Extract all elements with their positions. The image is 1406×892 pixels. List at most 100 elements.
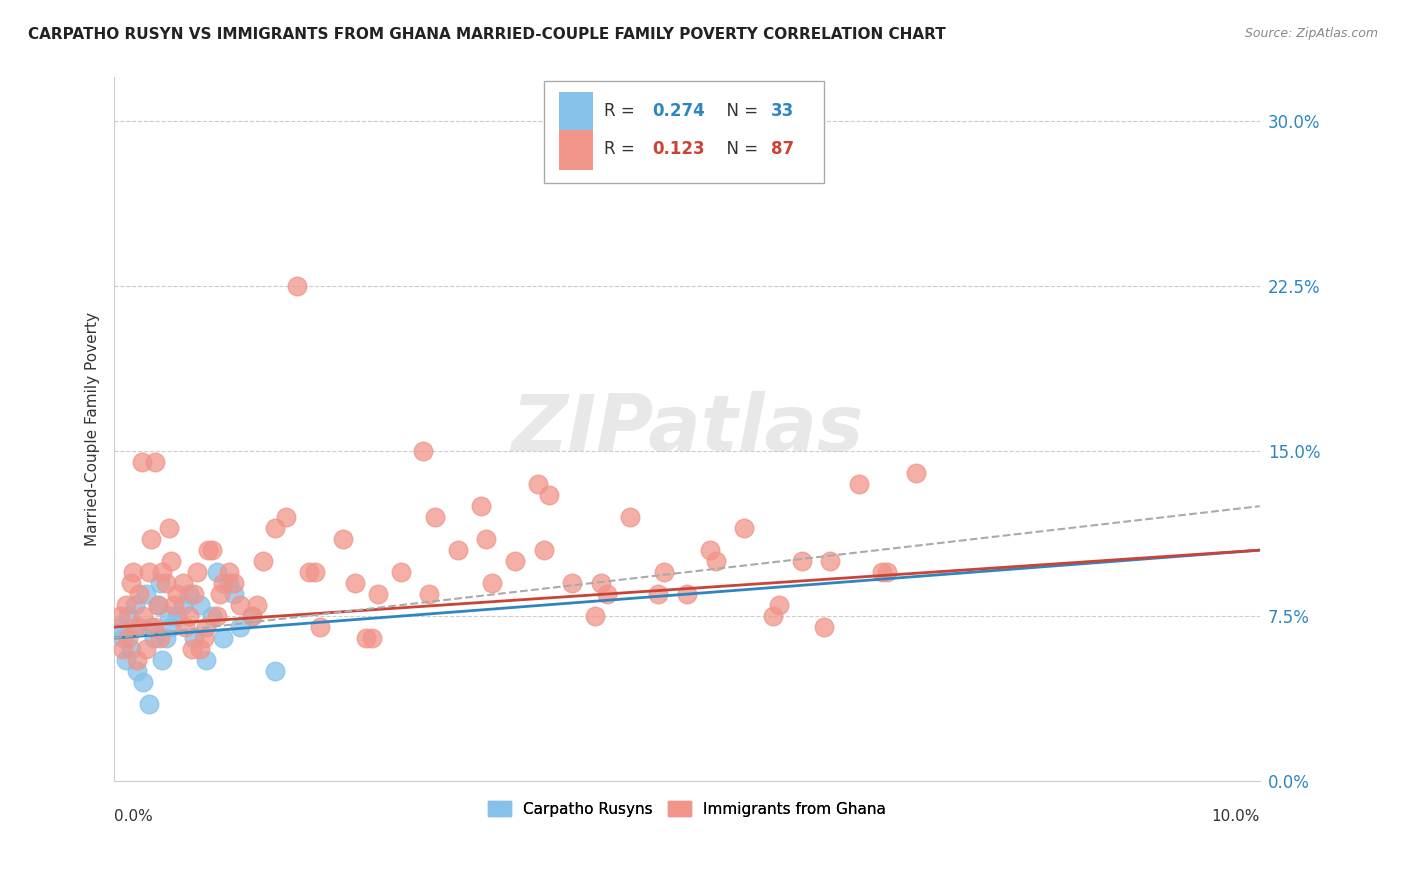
Point bbox=[128, 587, 150, 601]
Point bbox=[207, 609, 229, 624]
Point bbox=[274, 510, 297, 524]
Text: R =: R = bbox=[605, 140, 641, 159]
Point bbox=[194, 653, 217, 667]
Text: N =: N = bbox=[716, 103, 763, 120]
Point bbox=[138, 565, 160, 579]
Bar bbox=[558, 129, 593, 170]
Point bbox=[166, 587, 188, 601]
Point bbox=[146, 598, 169, 612]
Point bbox=[108, 609, 131, 624]
Point bbox=[538, 488, 561, 502]
Point bbox=[188, 642, 211, 657]
Point bbox=[561, 576, 583, 591]
Point bbox=[177, 609, 200, 624]
Point bbox=[174, 620, 197, 634]
Point bbox=[138, 697, 160, 711]
Point bbox=[652, 565, 675, 579]
Point bbox=[790, 554, 813, 568]
Point bbox=[298, 565, 321, 579]
Point bbox=[704, 554, 727, 568]
Point bbox=[229, 620, 252, 634]
Point bbox=[135, 587, 157, 601]
Point bbox=[699, 543, 721, 558]
Point bbox=[240, 609, 263, 624]
Point bbox=[207, 565, 229, 579]
Point bbox=[200, 543, 222, 558]
FancyBboxPatch shape bbox=[544, 81, 824, 183]
Point bbox=[818, 554, 841, 568]
Point bbox=[475, 532, 498, 546]
Point bbox=[155, 631, 177, 645]
Point bbox=[155, 576, 177, 591]
Point bbox=[647, 587, 669, 601]
Point bbox=[117, 609, 139, 624]
Point bbox=[132, 675, 155, 690]
Point bbox=[418, 587, 440, 601]
Point bbox=[870, 565, 893, 579]
Point bbox=[229, 598, 252, 612]
Point bbox=[619, 510, 641, 524]
Point bbox=[361, 631, 384, 645]
Point bbox=[481, 576, 503, 591]
Point bbox=[120, 576, 142, 591]
Point bbox=[139, 532, 162, 546]
Point bbox=[533, 543, 555, 558]
Point bbox=[157, 521, 180, 535]
Point bbox=[367, 587, 389, 601]
Point bbox=[114, 653, 136, 667]
Legend: Carpatho Rusyns, Immigrants from Ghana: Carpatho Rusyns, Immigrants from Ghana bbox=[482, 795, 891, 822]
Point bbox=[120, 642, 142, 657]
Point bbox=[240, 609, 263, 624]
Point bbox=[212, 631, 235, 645]
Point bbox=[589, 576, 612, 591]
Y-axis label: Married-Couple Family Poverty: Married-Couple Family Poverty bbox=[86, 312, 100, 546]
Text: N =: N = bbox=[716, 140, 763, 159]
Point bbox=[194, 620, 217, 634]
Point bbox=[146, 598, 169, 612]
Point bbox=[172, 576, 194, 591]
Point bbox=[186, 565, 208, 579]
Point bbox=[117, 631, 139, 645]
Point bbox=[139, 620, 162, 634]
Point bbox=[149, 576, 172, 591]
Point bbox=[127, 653, 149, 667]
Point bbox=[124, 598, 146, 612]
Point bbox=[121, 565, 143, 579]
Point bbox=[143, 620, 166, 634]
Text: 0.274: 0.274 bbox=[652, 103, 706, 120]
Point bbox=[733, 521, 755, 535]
Point bbox=[112, 642, 135, 657]
Point bbox=[157, 609, 180, 624]
Point bbox=[676, 587, 699, 601]
Point bbox=[354, 631, 377, 645]
Text: 87: 87 bbox=[770, 140, 794, 159]
Point bbox=[389, 565, 412, 579]
Point bbox=[447, 543, 470, 558]
Point bbox=[183, 587, 205, 601]
Text: R =: R = bbox=[605, 103, 641, 120]
Point bbox=[218, 565, 240, 579]
Text: 0.123: 0.123 bbox=[652, 140, 706, 159]
Point bbox=[108, 620, 131, 634]
Point bbox=[224, 576, 246, 591]
Point bbox=[332, 532, 354, 546]
Point bbox=[246, 598, 269, 612]
Point bbox=[114, 598, 136, 612]
Text: ZIPatlas: ZIPatlas bbox=[510, 392, 863, 467]
Point bbox=[128, 620, 150, 634]
Point bbox=[252, 554, 274, 568]
Point bbox=[131, 455, 153, 469]
Point bbox=[181, 642, 204, 657]
Point bbox=[145, 455, 167, 469]
Text: 0.0%: 0.0% bbox=[114, 809, 153, 824]
Point bbox=[287, 279, 309, 293]
Point bbox=[150, 653, 173, 667]
Point bbox=[503, 554, 526, 568]
Point bbox=[876, 565, 898, 579]
Point bbox=[160, 620, 183, 634]
Point bbox=[309, 620, 332, 634]
Text: CARPATHO RUSYN VS IMMIGRANTS FROM GHANA MARRIED-COUPLE FAMILY POVERTY CORRELATIO: CARPATHO RUSYN VS IMMIGRANTS FROM GHANA … bbox=[28, 27, 946, 42]
Point bbox=[263, 664, 285, 678]
Point bbox=[596, 587, 619, 601]
Text: 33: 33 bbox=[770, 103, 794, 120]
